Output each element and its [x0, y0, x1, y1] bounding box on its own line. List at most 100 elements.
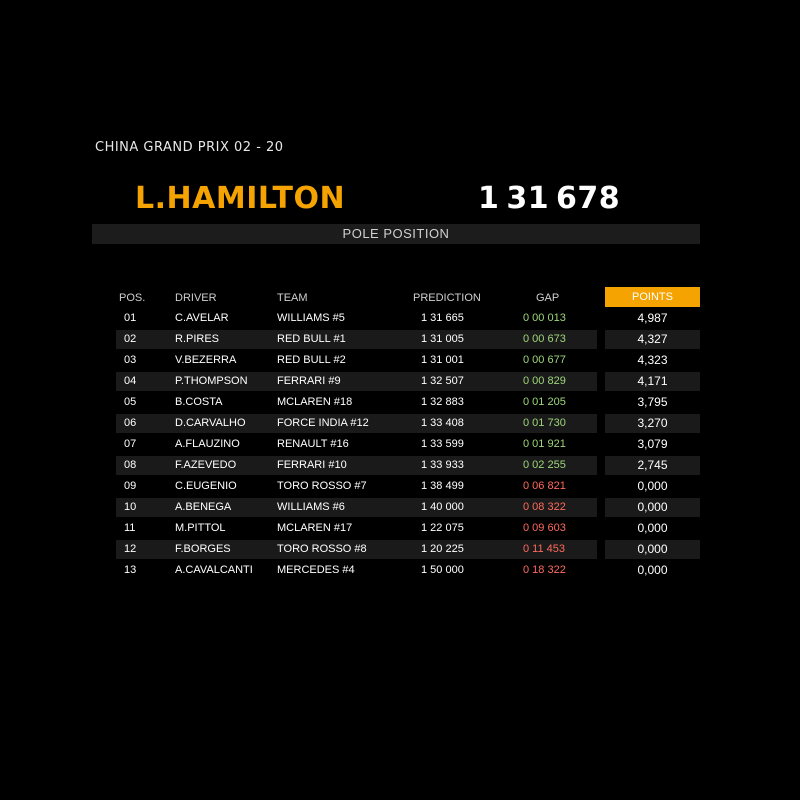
points-cell: 0,000: [637, 479, 668, 493]
team-cell: MCLAREN #17: [277, 522, 353, 534]
team-cell: TORO ROSSO #8: [277, 543, 367, 555]
team-cell: WILLIAMS #5: [277, 312, 345, 324]
table-row: 03 V.BEZERRA RED BULL #2 1 31 001 0 00 677 4,…: [0, 350, 800, 371]
column-header-team: TEAM: [277, 292, 308, 304]
driver-cell: V.BEZERRA: [175, 354, 237, 366]
points-cell-background: [605, 351, 700, 370]
points-cell: 3,270: [637, 416, 668, 430]
gap-cell: 0 18 322: [523, 564, 566, 576]
race-title: CHINA GRAND PRIX 02 - 20: [95, 140, 284, 155]
row-background: [116, 456, 597, 475]
team-cell: MERCEDES #4: [277, 564, 355, 576]
points-cell-background: [605, 330, 700, 349]
column-header-points: POINTS: [605, 287, 700, 307]
table-row: 08 F.AZEVEDO FERRARI #10 1 33 933 0 02 255 2,…: [0, 455, 800, 476]
position-cell: 05: [124, 396, 137, 408]
row-background: [116, 435, 597, 454]
row-background: [116, 309, 597, 328]
table-row: 09 C.EUGENIO TORO ROSSO #7 1 38 499 0 06 821…: [0, 476, 800, 497]
prediction-cell: 1 33 599: [421, 438, 464, 450]
table-row: 11 M.PITTOL MCLAREN #17 1 22 075 0 09 603 0,0…: [0, 518, 800, 539]
prediction-cell: 1 32 883: [421, 396, 464, 408]
points-cell-background: [605, 435, 700, 454]
driver-cell: B.COSTA: [175, 396, 223, 408]
driver-cell: D.CARVALHO: [175, 417, 246, 429]
gap-cell: 0 00 013: [523, 312, 566, 324]
position-cell: 08: [124, 459, 137, 471]
driver-cell: C.EUGENIO: [175, 480, 237, 492]
row-background: [116, 561, 597, 580]
position-cell: 13: [124, 564, 137, 576]
position-cell: 06: [124, 417, 137, 429]
points-cell-background: [605, 456, 700, 475]
column-header-gap: GAP: [536, 292, 560, 304]
table-row: 12 F.BORGES TORO ROSSO #8 1 20 225 0 11 453 0…: [0, 539, 800, 560]
points-cell-background: [605, 393, 700, 412]
gap-cell: 0 01 921: [523, 438, 566, 450]
points-cell-background: [605, 519, 700, 538]
pole-time: 1 31 678: [478, 181, 621, 216]
position-cell: 09: [124, 480, 137, 492]
position-cell: 02: [124, 333, 137, 345]
gap-cell: 0 00 829: [523, 375, 566, 387]
prediction-cell: 1 32 507: [421, 375, 464, 387]
table-row: 05 B.COSTA MCLAREN #18 1 32 883 0 01 205 3,79…: [0, 392, 800, 413]
prediction-cell: 1 20 225: [421, 543, 464, 555]
prediction-cell: 1 31 665: [421, 312, 464, 324]
row-background: [116, 477, 597, 496]
prediction-cell: 1 38 499: [421, 480, 464, 492]
points-cell: 0,000: [637, 500, 668, 514]
prediction-cell: 1 50 000: [421, 564, 464, 576]
position-cell: 04: [124, 375, 137, 387]
row-background: [116, 372, 597, 391]
gap-cell: 0 01 205: [523, 396, 566, 408]
table-row: 01 C.AVELAR WILLIAMS #5 1 31 665 0 00 013 4,9…: [0, 308, 800, 329]
row-background: [116, 393, 597, 412]
position-cell: 10: [124, 501, 137, 513]
points-cell-background: [605, 372, 700, 391]
prediction-cell: 1 40 000: [421, 501, 464, 513]
gap-cell: 0 06 821: [523, 480, 566, 492]
driver-cell: C.AVELAR: [175, 312, 229, 324]
table-row: 04 P.THOMPSON FERRARI #9 1 32 507 0 00 829 4,…: [0, 371, 800, 392]
driver-cell: A.BENEGA: [175, 501, 232, 513]
team-cell: RED BULL #1: [277, 333, 346, 345]
team-cell: FERRARI #9: [277, 375, 341, 387]
pole-position-banner: POLE POSITION: [92, 224, 700, 244]
points-cell: 2,745: [637, 458, 668, 472]
team-cell: FERRARI #10: [277, 459, 347, 471]
position-cell: 07: [124, 438, 137, 450]
points-cell-background: [605, 498, 700, 517]
prediction-cell: 1 31 005: [421, 333, 464, 345]
points-cell: 4,171: [637, 374, 668, 388]
table-row: 13 A.CAVALCANTI MERCEDES #4 1 50 000 0 18 32…: [0, 560, 800, 581]
column-header-prediction: PREDICTION: [413, 292, 481, 304]
position-cell: 12: [124, 543, 137, 555]
points-cell-background: [605, 540, 700, 559]
row-background: [116, 330, 597, 349]
points-cell: 3,795: [637, 395, 668, 409]
row-background: [116, 414, 597, 433]
position-cell: 01: [124, 312, 137, 324]
row-background: [116, 498, 597, 517]
column-header-pos: POS.: [119, 292, 146, 304]
driver-cell: F.AZEVEDO: [175, 459, 237, 471]
points-cell-background: [605, 561, 700, 580]
row-background: [116, 540, 597, 559]
points-cell-background: [605, 309, 700, 328]
team-cell: RED BULL #2: [277, 354, 346, 366]
team-cell: FORCE INDIA #12: [277, 417, 369, 429]
position-cell: 11: [124, 522, 136, 534]
driver-cell: F.BORGES: [175, 543, 231, 555]
points-cell: 4,327: [637, 332, 668, 346]
prediction-cell: 1 33 933: [421, 459, 464, 471]
prediction-cell: 1 33 408: [421, 417, 464, 429]
table-row: 02 R.PIRES RED BULL #1 1 31 005 0 00 673 4,32…: [0, 329, 800, 350]
team-cell: MCLAREN #18: [277, 396, 353, 408]
driver-cell: R.PIRES: [175, 333, 220, 345]
column-header-driver: DRIVER: [175, 292, 217, 304]
driver-cell: A.CAVALCANTI: [175, 564, 253, 576]
prediction-cell: 1 31 001: [421, 354, 464, 366]
gap-cell: 0 01 730: [523, 417, 566, 429]
standings-table: 01 C.AVELAR WILLIAMS #5 1 31 665 0 00 013 4,9…: [0, 308, 800, 581]
